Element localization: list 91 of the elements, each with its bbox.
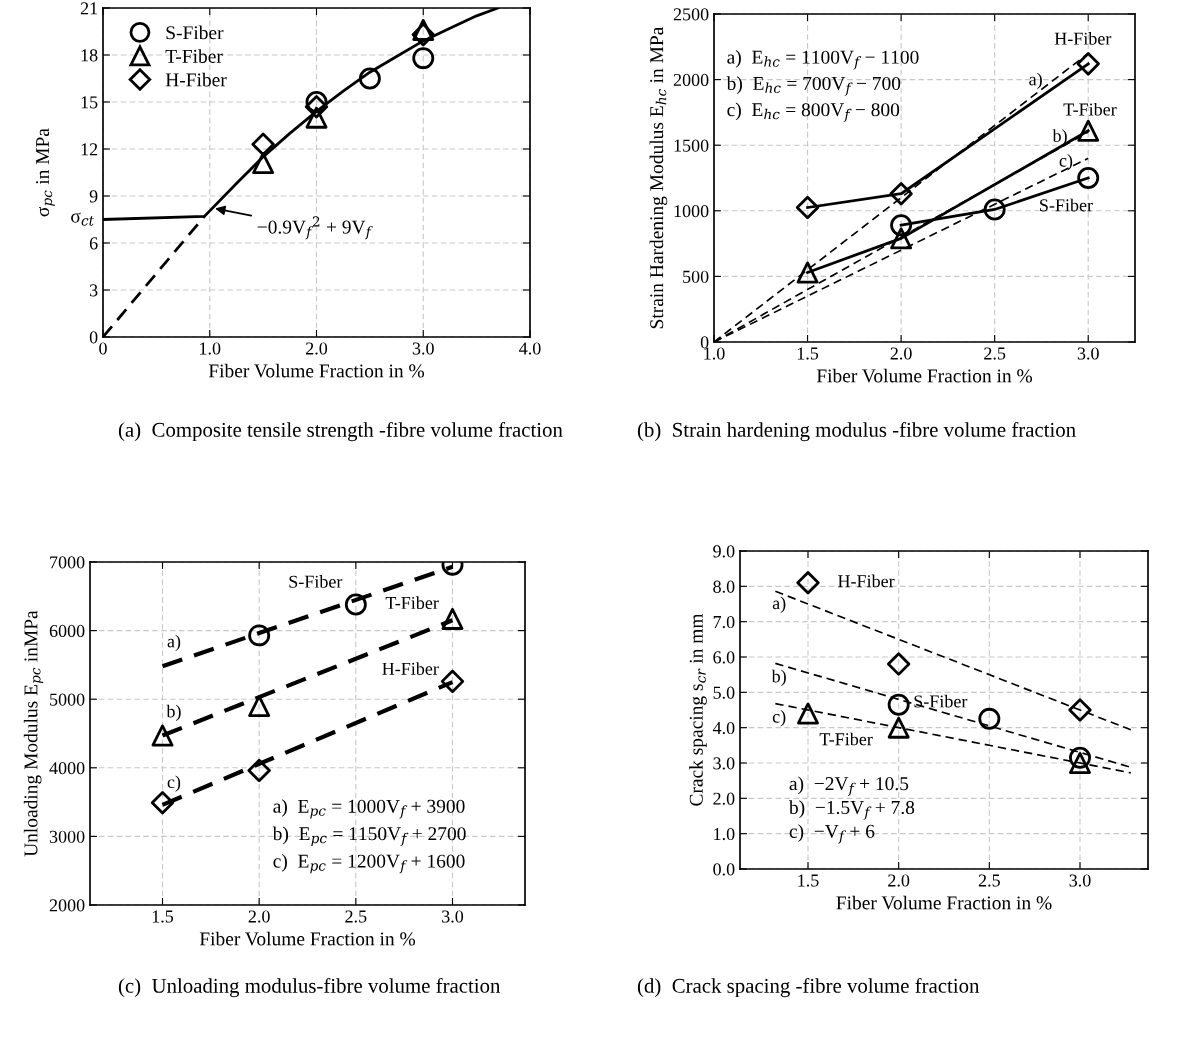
y-tick-label: 9 xyxy=(89,190,98,203)
legend-label: T-Fiber xyxy=(165,49,223,63)
x-tick-label: 1.0 xyxy=(200,342,221,355)
x-tick-label: 3.0 xyxy=(1069,874,1091,887)
legend-label: H-Fiber xyxy=(838,574,895,588)
legend-label: H-Fiber xyxy=(165,72,227,87)
annotation: −0.9V$_{f}$$^{2}$ + 9V$_{f}$ xyxy=(257,216,373,240)
x-tick-label: 0 xyxy=(99,342,107,355)
text: (a) Composite tensile strength -fibre volume fraction xyxy=(118,422,563,442)
y-axis-title: Strain Hardening Modulus E$_{hc}$ in MPa xyxy=(649,26,668,329)
text: (d) Crack spacing -fibre volume fraction xyxy=(637,978,980,998)
y-tick-label: 4.0 xyxy=(712,721,735,735)
x-axis-title: Fiber Volume Fraction in % xyxy=(208,363,425,378)
x-axis-title: Fiber Volume Fraction in % xyxy=(816,368,1033,383)
y-tick-label: 1000 xyxy=(674,205,709,218)
annotation: a) −2V$_{f}$ + 10.5 xyxy=(789,776,909,796)
x-tick-label: 2.5 xyxy=(984,347,1006,360)
annotation: a) E$_{hc}$ = 1100V$_{f}$ − 1100 xyxy=(727,50,919,70)
annotation: b) E$_{hc}$ = 700V$_{f}$ − 700 xyxy=(726,76,901,96)
series-label: a) xyxy=(167,634,181,652)
y-tick-label: 2500 xyxy=(673,8,709,21)
legend-label: S-Fiber xyxy=(1040,198,1093,212)
y-tick-label: 8.0 xyxy=(713,580,735,593)
x-tick-label: 2.0 xyxy=(888,874,910,887)
y-tick-label: 2000 xyxy=(673,73,709,87)
text: (b) Strain hardening modulus -fibre volume fraction xyxy=(637,422,1076,442)
y-tick-label: 6000 xyxy=(49,624,85,638)
x-tick-label: 2.5 xyxy=(978,874,1000,887)
y-axis-title: σ$_{pc}$ in MPa xyxy=(36,128,55,217)
annotation: c) E$_{pc}$ = 1200V$_{f}$ + 1600 xyxy=(273,854,465,874)
y-tick-label: 21 xyxy=(80,2,98,15)
y-axis-title: Crack spacing s$_{cr}$ in mm xyxy=(689,613,707,806)
y-tick-label: 1500 xyxy=(674,139,709,152)
annotation: b) E$_{pc}$ = 1150V$_{f}$ + 2700 xyxy=(272,826,466,846)
annotation: c) −V$_{f}$ + 6 xyxy=(789,824,875,844)
x-axis-title: Fiber Volume Fraction in % xyxy=(199,931,416,946)
series-label: T-Fiber xyxy=(819,732,873,746)
y-tick-label: 6 xyxy=(89,237,98,250)
x-tick-label: 2.0 xyxy=(248,910,270,923)
x-tick-label: 3.0 xyxy=(442,910,464,923)
legend-label: S-Fiber xyxy=(166,25,224,40)
y-tick-label: 15 xyxy=(81,96,98,109)
series-label: a) xyxy=(1029,72,1042,90)
x-tick-label: 4.0 xyxy=(519,342,541,355)
y-tick-label: 5.0 xyxy=(713,686,735,699)
y-tick-label: 3.0 xyxy=(713,757,735,770)
series-label: a) xyxy=(772,596,786,613)
series-label: b) xyxy=(166,704,181,722)
series-label: b) xyxy=(771,669,786,687)
series-label: H-Fiber xyxy=(382,662,439,675)
x-tick-label: 2.0 xyxy=(890,347,912,360)
y-tick-label: 18 xyxy=(81,49,98,62)
series-label: b) xyxy=(1052,129,1067,146)
y-axis-title: Unloading Modulus E$_{pc}$ inMPa xyxy=(23,610,44,857)
series-label: T-Fiber xyxy=(1063,102,1117,116)
y-tick-label: 9.0 xyxy=(713,545,735,558)
y-tick-label: 12 xyxy=(81,143,98,156)
y-tick-label: 3 xyxy=(89,284,98,297)
annotation: a) E$_{pc}$ = 1000V$_{f}$ + 3900 xyxy=(273,799,465,819)
x-tick-label: 2.5 xyxy=(345,910,367,923)
y-tick-label: 7000 xyxy=(50,556,85,569)
x-tick-label: 1.5 xyxy=(797,347,819,360)
series-label: H-Fiber xyxy=(1054,32,1112,45)
y-tick-label: 500 xyxy=(683,270,709,283)
x-tick-label: 1.5 xyxy=(152,910,174,923)
x-axis-title: Fiber Volume Fraction in % xyxy=(836,895,1052,910)
text: (c) Unloading modulus-fibre volume fraction xyxy=(118,978,501,998)
series-label: c) xyxy=(772,710,786,727)
y-tick-label: 4000 xyxy=(49,762,85,775)
x-tick-label: 3.0 xyxy=(412,342,434,355)
y-tick-label: 2.0 xyxy=(713,792,735,805)
annotation: σ$_{ct}$ xyxy=(71,212,95,226)
x-tick-label: 3.0 xyxy=(1077,347,1099,360)
y-tick-label: 0 xyxy=(89,331,98,344)
y-tick-label: 5000 xyxy=(50,693,85,706)
series-label: S-Fiber xyxy=(914,694,968,708)
series-label: c) xyxy=(1059,154,1073,171)
annotation: b) −1.5V$_{f}$ + 7.8 xyxy=(788,800,915,820)
y-tick-label: 7.0 xyxy=(713,615,735,629)
x-tick-label: 2.0 xyxy=(306,342,328,355)
series-label: T-Fiber xyxy=(385,596,439,610)
y-tick-label: 0.0 xyxy=(713,863,735,876)
y-tick-label: 6.0 xyxy=(713,651,735,664)
series-label: c) xyxy=(167,775,181,792)
y-tick-label: 2000 xyxy=(49,899,85,912)
x-tick-label: 1.5 xyxy=(798,874,819,887)
y-tick-label: 1.0 xyxy=(714,827,735,841)
legend-label: S-Fiber xyxy=(289,575,343,588)
x-tick-label: 1.0 xyxy=(704,347,725,360)
y-tick-label: 3000 xyxy=(49,830,85,843)
annotation: c) E$_{hc}$ = 800V$_{f}$ − 800 xyxy=(727,102,900,122)
